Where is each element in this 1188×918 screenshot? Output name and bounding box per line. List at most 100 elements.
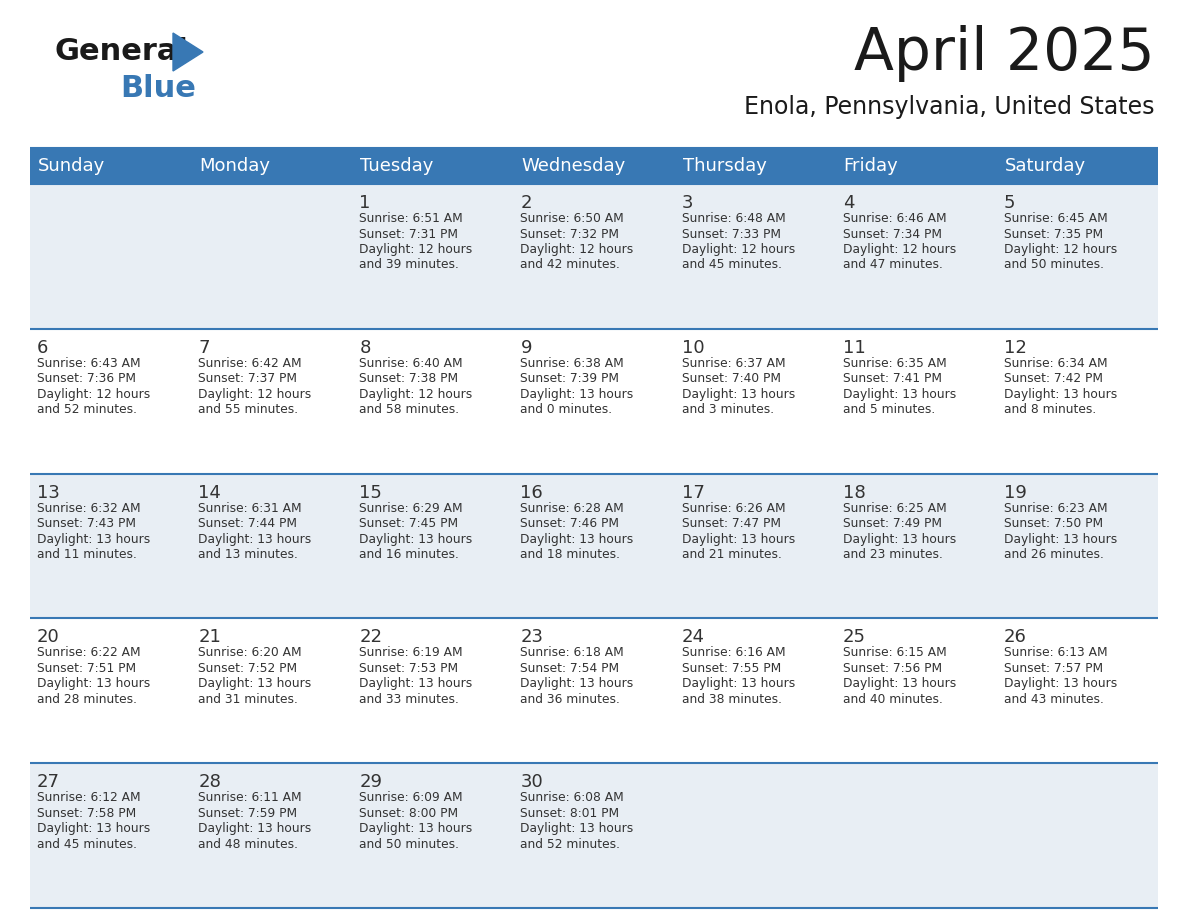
- Text: and 52 minutes.: and 52 minutes.: [520, 838, 620, 851]
- Text: and 18 minutes.: and 18 minutes.: [520, 548, 620, 561]
- Text: Sunrise: 6:29 AM: Sunrise: 6:29 AM: [359, 501, 463, 515]
- Text: Sunrise: 6:51 AM: Sunrise: 6:51 AM: [359, 212, 463, 225]
- Text: Sunset: 7:46 PM: Sunset: 7:46 PM: [520, 517, 619, 530]
- Text: and 52 minutes.: and 52 minutes.: [37, 403, 137, 416]
- Text: Daylight: 13 hours: Daylight: 13 hours: [520, 387, 633, 401]
- Text: Sunrise: 6:19 AM: Sunrise: 6:19 AM: [359, 646, 463, 659]
- Text: Daylight: 13 hours: Daylight: 13 hours: [842, 387, 956, 401]
- Text: Sunset: 7:33 PM: Sunset: 7:33 PM: [682, 228, 781, 241]
- Text: Daylight: 13 hours: Daylight: 13 hours: [682, 532, 795, 545]
- Text: and 42 minutes.: and 42 minutes.: [520, 259, 620, 272]
- Text: Daylight: 13 hours: Daylight: 13 hours: [198, 532, 311, 545]
- Text: 8: 8: [359, 339, 371, 357]
- Bar: [675, 148, 835, 184]
- Text: Sunrise: 6:11 AM: Sunrise: 6:11 AM: [198, 791, 302, 804]
- Text: 5: 5: [1004, 194, 1016, 212]
- Text: and 3 minutes.: and 3 minutes.: [682, 403, 773, 416]
- Text: 25: 25: [842, 629, 866, 646]
- Text: and 0 minutes.: and 0 minutes.: [520, 403, 613, 416]
- Text: Daylight: 13 hours: Daylight: 13 hours: [359, 823, 473, 835]
- Text: and 50 minutes.: and 50 minutes.: [359, 838, 460, 851]
- Text: Sunset: 7:55 PM: Sunset: 7:55 PM: [682, 662, 781, 675]
- Text: Sunset: 7:51 PM: Sunset: 7:51 PM: [37, 662, 137, 675]
- Bar: [835, 148, 997, 184]
- Text: and 11 minutes.: and 11 minutes.: [37, 548, 137, 561]
- Text: and 16 minutes.: and 16 minutes.: [359, 548, 459, 561]
- Text: Sunrise: 6:38 AM: Sunrise: 6:38 AM: [520, 357, 624, 370]
- Text: and 8 minutes.: and 8 minutes.: [1004, 403, 1097, 416]
- Text: Daylight: 13 hours: Daylight: 13 hours: [842, 677, 956, 690]
- Text: Thursday: Thursday: [683, 157, 766, 175]
- Text: Daylight: 12 hours: Daylight: 12 hours: [359, 243, 473, 256]
- Text: Sunset: 7:36 PM: Sunset: 7:36 PM: [37, 373, 135, 386]
- Text: Sunrise: 6:08 AM: Sunrise: 6:08 AM: [520, 791, 624, 804]
- Text: and 13 minutes.: and 13 minutes.: [198, 548, 298, 561]
- Text: 13: 13: [37, 484, 59, 501]
- Text: and 45 minutes.: and 45 minutes.: [37, 838, 137, 851]
- Text: Sunrise: 6:15 AM: Sunrise: 6:15 AM: [842, 646, 947, 659]
- Text: and 47 minutes.: and 47 minutes.: [842, 259, 942, 272]
- Text: Sunrise: 6:16 AM: Sunrise: 6:16 AM: [682, 646, 785, 659]
- Bar: [513, 148, 675, 184]
- Text: Sunrise: 6:34 AM: Sunrise: 6:34 AM: [1004, 357, 1107, 370]
- Text: Sunrise: 6:45 AM: Sunrise: 6:45 AM: [1004, 212, 1107, 225]
- Text: Daylight: 13 hours: Daylight: 13 hours: [842, 532, 956, 545]
- Text: Sunset: 7:47 PM: Sunset: 7:47 PM: [682, 517, 781, 530]
- Text: Daylight: 13 hours: Daylight: 13 hours: [682, 387, 795, 401]
- Text: 19: 19: [1004, 484, 1026, 501]
- Text: Sunrise: 6:37 AM: Sunrise: 6:37 AM: [682, 357, 785, 370]
- Text: Daylight: 12 hours: Daylight: 12 hours: [1004, 243, 1117, 256]
- Text: Sunset: 7:49 PM: Sunset: 7:49 PM: [842, 517, 942, 530]
- Text: and 45 minutes.: and 45 minutes.: [682, 259, 782, 272]
- Text: 29: 29: [359, 773, 383, 791]
- Text: and 40 minutes.: and 40 minutes.: [842, 693, 942, 706]
- Text: 28: 28: [198, 773, 221, 791]
- Text: 22: 22: [359, 629, 383, 646]
- Text: Daylight: 13 hours: Daylight: 13 hours: [359, 532, 473, 545]
- Text: and 48 minutes.: and 48 minutes.: [198, 838, 298, 851]
- Bar: [30, 619, 1158, 763]
- Text: 10: 10: [682, 339, 704, 357]
- Text: Sunset: 7:45 PM: Sunset: 7:45 PM: [359, 517, 459, 530]
- Text: Blue: Blue: [120, 74, 196, 103]
- Bar: [30, 474, 1158, 619]
- Text: Sunset: 7:58 PM: Sunset: 7:58 PM: [37, 807, 137, 820]
- Text: Sunrise: 6:48 AM: Sunrise: 6:48 AM: [682, 212, 785, 225]
- Text: 17: 17: [682, 484, 704, 501]
- Text: Sunrise: 6:18 AM: Sunrise: 6:18 AM: [520, 646, 624, 659]
- Text: Sunset: 7:59 PM: Sunset: 7:59 PM: [198, 807, 297, 820]
- Text: 21: 21: [198, 629, 221, 646]
- Text: 9: 9: [520, 339, 532, 357]
- Bar: [191, 148, 353, 184]
- Text: Daylight: 13 hours: Daylight: 13 hours: [520, 532, 633, 545]
- Text: and 58 minutes.: and 58 minutes.: [359, 403, 460, 416]
- Text: Sunset: 7:31 PM: Sunset: 7:31 PM: [359, 228, 459, 241]
- Bar: [30, 148, 191, 184]
- Text: 1: 1: [359, 194, 371, 212]
- Text: 27: 27: [37, 773, 61, 791]
- Text: Sunrise: 6:42 AM: Sunrise: 6:42 AM: [198, 357, 302, 370]
- Text: Daylight: 13 hours: Daylight: 13 hours: [198, 823, 311, 835]
- Text: Friday: Friday: [843, 157, 898, 175]
- Text: Sunrise: 6:13 AM: Sunrise: 6:13 AM: [1004, 646, 1107, 659]
- Text: Enola, Pennsylvania, United States: Enola, Pennsylvania, United States: [745, 95, 1155, 119]
- Polygon shape: [173, 33, 203, 71]
- Text: Daylight: 12 hours: Daylight: 12 hours: [842, 243, 956, 256]
- Text: and 36 minutes.: and 36 minutes.: [520, 693, 620, 706]
- Text: and 39 minutes.: and 39 minutes.: [359, 259, 459, 272]
- Text: Daylight: 13 hours: Daylight: 13 hours: [520, 677, 633, 690]
- Text: Sunset: 7:32 PM: Sunset: 7:32 PM: [520, 228, 619, 241]
- Text: 20: 20: [37, 629, 59, 646]
- Text: Sunrise: 6:50 AM: Sunrise: 6:50 AM: [520, 212, 624, 225]
- Text: Sunrise: 6:22 AM: Sunrise: 6:22 AM: [37, 646, 140, 659]
- Text: and 33 minutes.: and 33 minutes.: [359, 693, 459, 706]
- Text: Sunset: 7:57 PM: Sunset: 7:57 PM: [1004, 662, 1102, 675]
- Text: Sunset: 8:00 PM: Sunset: 8:00 PM: [359, 807, 459, 820]
- Text: 16: 16: [520, 484, 543, 501]
- Text: Daylight: 13 hours: Daylight: 13 hours: [359, 677, 473, 690]
- Text: Sunset: 7:37 PM: Sunset: 7:37 PM: [198, 373, 297, 386]
- Text: Sunset: 7:54 PM: Sunset: 7:54 PM: [520, 662, 620, 675]
- Text: Sunset: 8:01 PM: Sunset: 8:01 PM: [520, 807, 620, 820]
- Text: and 43 minutes.: and 43 minutes.: [1004, 693, 1104, 706]
- Text: Sunrise: 6:09 AM: Sunrise: 6:09 AM: [359, 791, 463, 804]
